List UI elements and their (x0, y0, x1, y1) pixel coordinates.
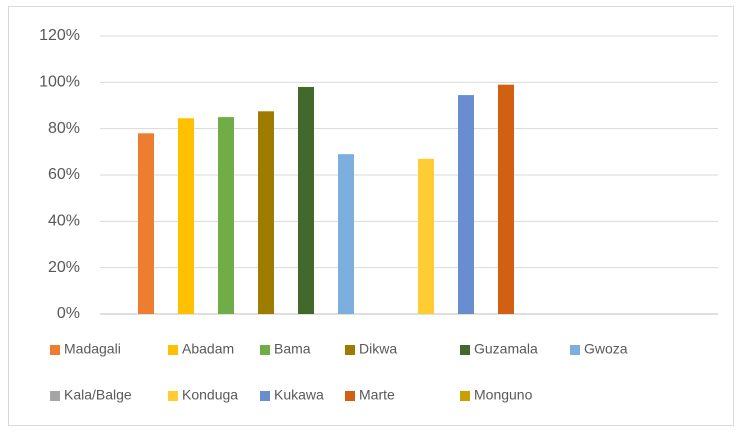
bar (138, 133, 154, 314)
legend-label: Monguno (474, 387, 533, 403)
legend-swatch (460, 391, 470, 401)
bar (458, 95, 474, 314)
y-tick-label: 20% (48, 259, 80, 276)
y-tick-label: 100% (39, 74, 80, 91)
legend-swatch (570, 345, 580, 355)
legend-label: Dikwa (359, 341, 397, 357)
chart-border (8, 6, 734, 426)
bar (218, 117, 234, 314)
legend-label: Gwoza (584, 341, 628, 357)
bar (498, 84, 514, 315)
legend-swatch (168, 345, 178, 355)
bar (338, 154, 354, 314)
legend-label: Abadam (182, 341, 234, 357)
legend-swatch (50, 345, 60, 355)
bar (298, 86, 314, 314)
legend-label: Bama (274, 341, 311, 357)
legend-label: Kukawa (274, 387, 324, 403)
bar (178, 118, 194, 314)
legend-swatch (460, 345, 470, 355)
legend-label: Konduga (182, 387, 238, 403)
legend-label: Marte (359, 387, 395, 403)
y-tick-label: 80% (48, 120, 80, 137)
legend-swatch (260, 345, 270, 355)
y-tick-label: 120% (39, 27, 80, 44)
legend-label: Kala/Balge (64, 387, 132, 403)
y-tick-label: 60% (48, 166, 80, 183)
legend-label: Madagali (64, 341, 121, 357)
legend-swatch (50, 391, 60, 401)
legend-swatch (168, 391, 178, 401)
bar (258, 111, 274, 315)
legend-swatch (345, 345, 355, 355)
bar (418, 158, 434, 314)
legend-label: Guzamala (474, 341, 538, 357)
y-tick-label: 40% (48, 213, 80, 230)
legend-swatch (260, 391, 270, 401)
y-tick-label: 0% (57, 305, 80, 322)
legend-swatch (345, 391, 355, 401)
